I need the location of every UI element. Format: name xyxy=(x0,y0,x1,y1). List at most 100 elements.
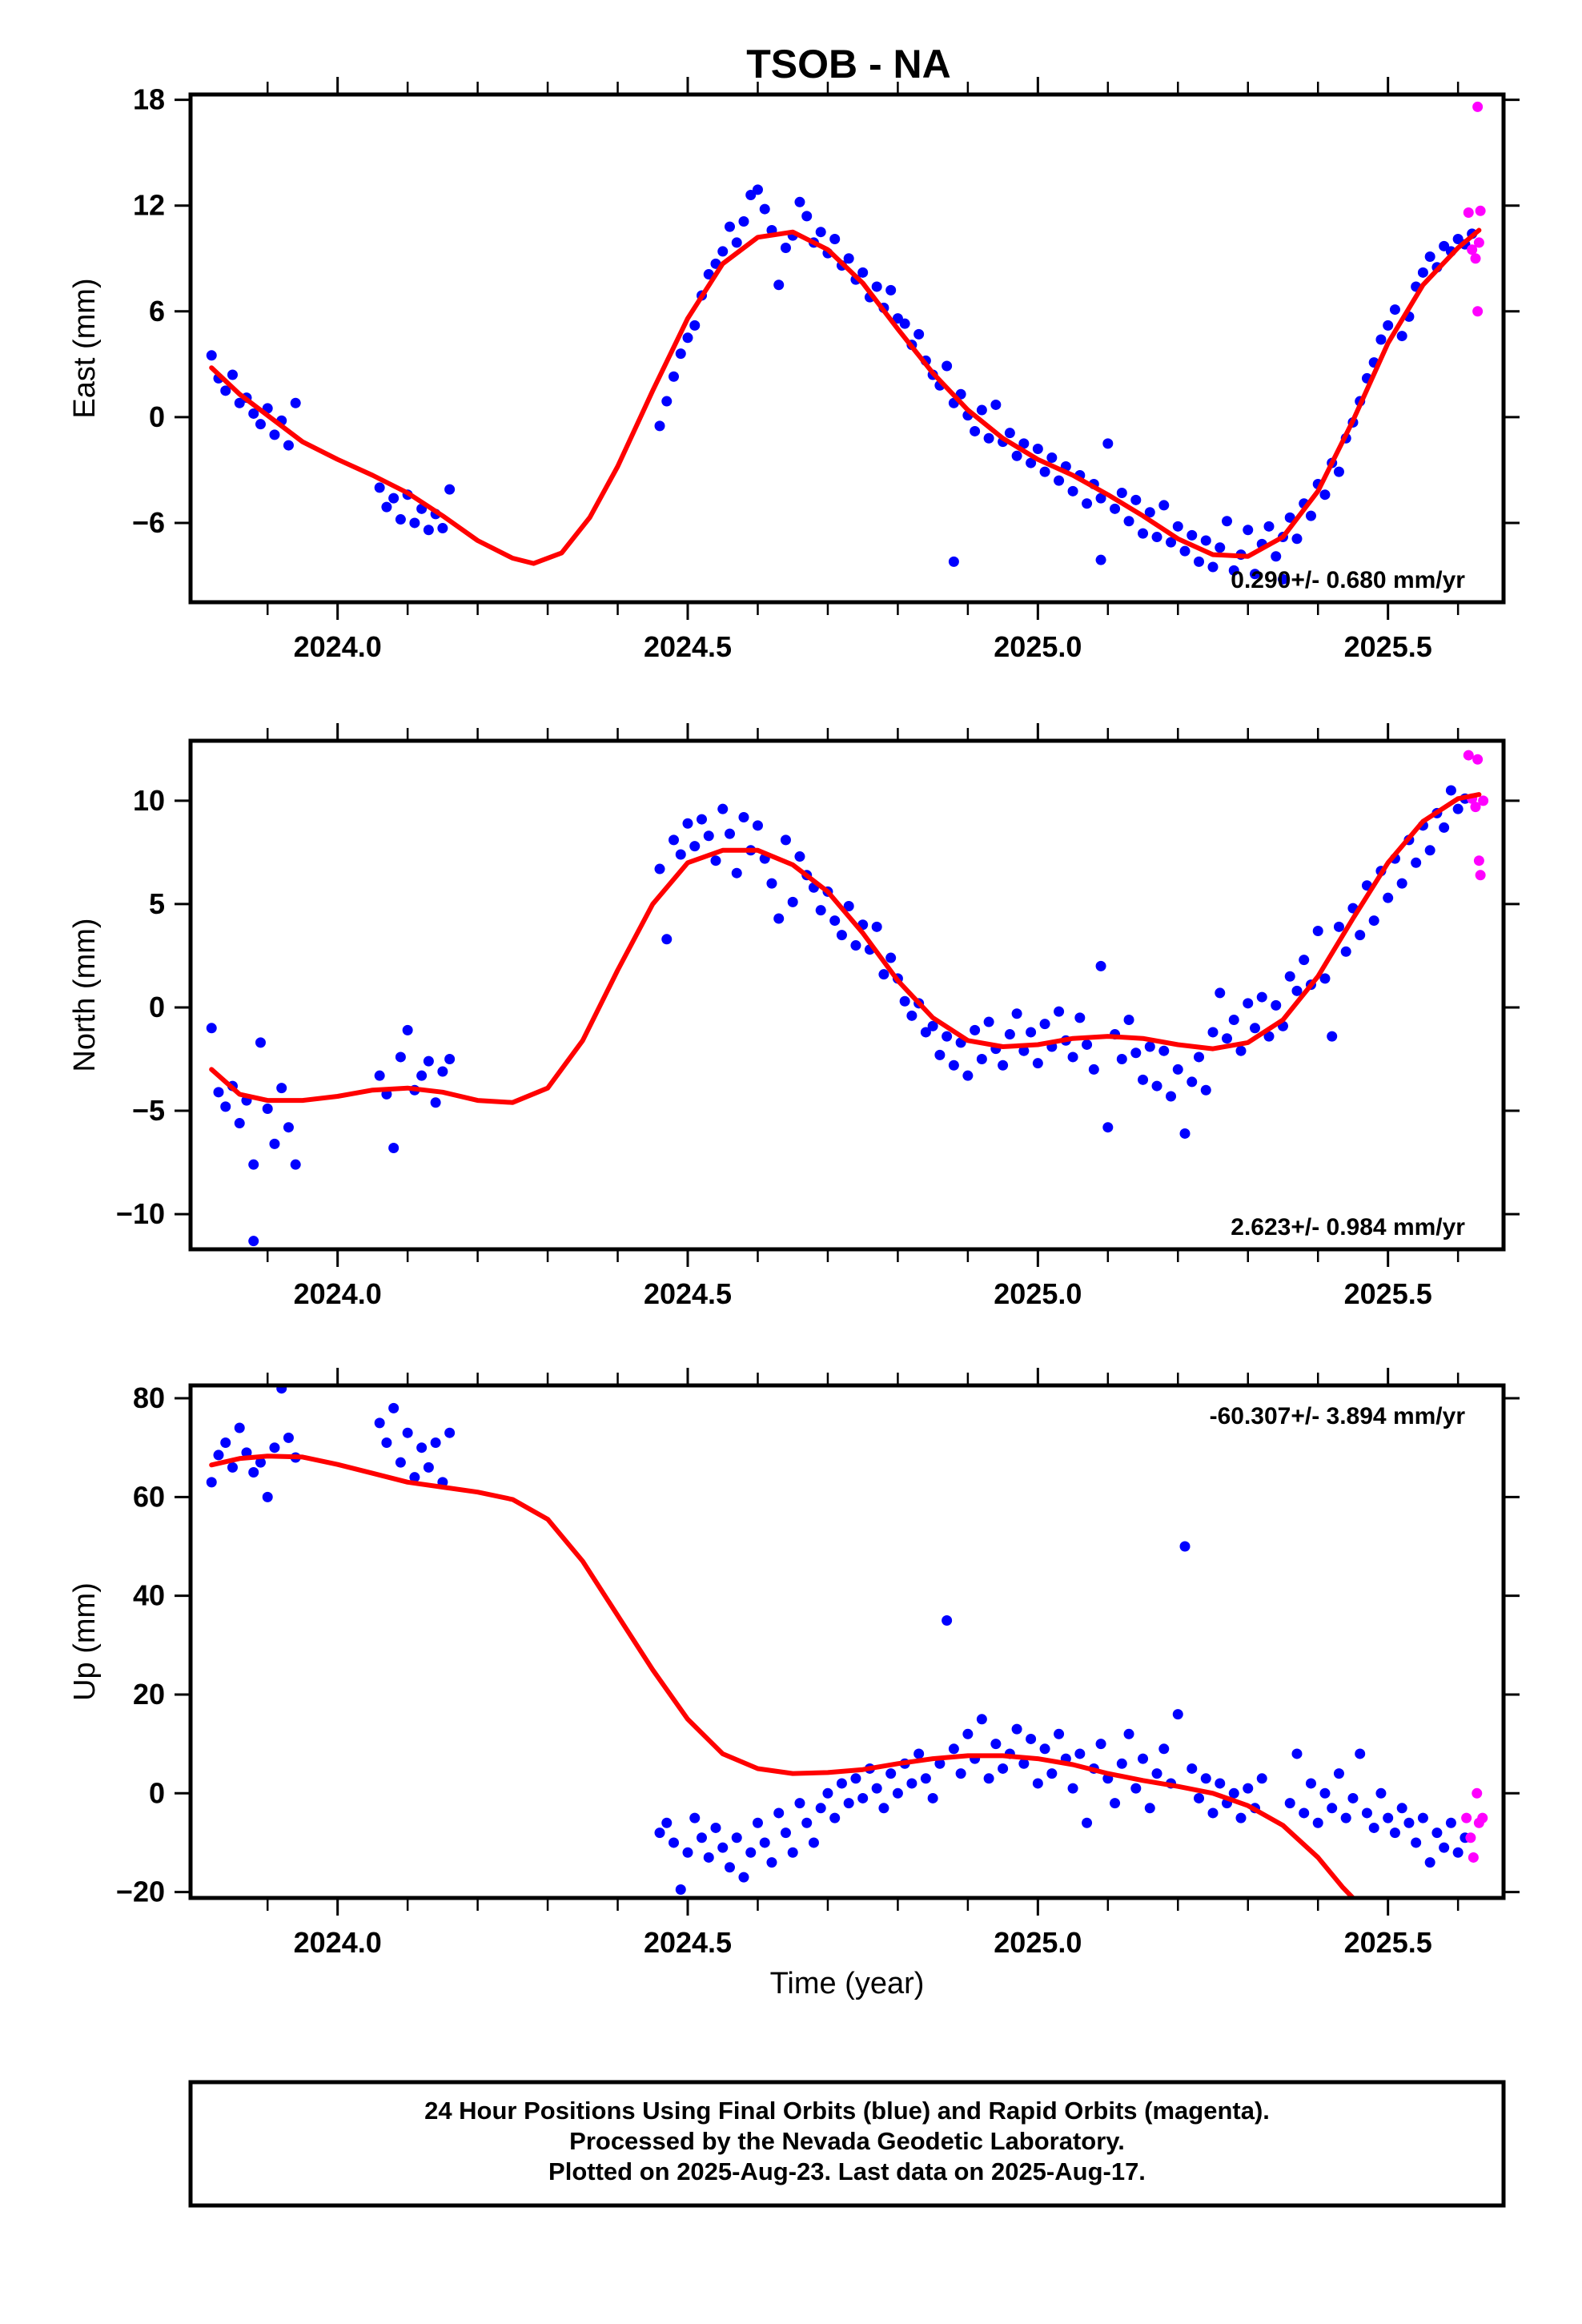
final-orbit-point xyxy=(1445,1817,1456,1828)
final-orbit-point xyxy=(423,1462,434,1473)
final-orbit-point xyxy=(970,425,981,436)
final-orbit-point xyxy=(1130,494,1142,505)
final-orbit-point xyxy=(669,371,680,382)
final-orbit-point xyxy=(1011,1008,1022,1019)
final-orbit-point xyxy=(759,1837,770,1848)
final-orbit-point xyxy=(682,1847,693,1858)
final-orbit-point xyxy=(675,1884,686,1896)
y-tick-label: 0 xyxy=(149,1776,165,1809)
final-orbit-point xyxy=(234,1118,245,1129)
final-orbit-point xyxy=(1249,569,1260,580)
final-orbit-point xyxy=(871,921,882,932)
final-orbit-point xyxy=(1299,1807,1310,1819)
final-orbit-point xyxy=(1200,1773,1211,1784)
final-orbit-point xyxy=(276,1083,287,1094)
final-orbit-point xyxy=(1439,822,1450,833)
final-orbit-point xyxy=(787,896,798,907)
final-orbit-point xyxy=(899,995,910,1007)
final-orbit-point xyxy=(1011,450,1022,461)
y-tick-label: −5 xyxy=(132,1094,165,1127)
final-orbit-point xyxy=(1067,1051,1078,1063)
rapid-orbit-point xyxy=(1472,1787,1483,1799)
final-orbit-point xyxy=(402,1024,413,1035)
final-orbit-point xyxy=(697,1832,708,1844)
final-orbit-point xyxy=(1403,1817,1415,1828)
x-tick-label: 2024.0 xyxy=(294,1926,382,1959)
final-orbit-point xyxy=(206,1023,217,1034)
final-orbit-point xyxy=(942,360,953,372)
final-orbit-point xyxy=(1130,1783,1142,1794)
final-orbit-point xyxy=(1327,1031,1338,1042)
final-orbit-point xyxy=(409,1472,420,1483)
rapid-orbit-point xyxy=(1475,205,1486,216)
final-orbit-point xyxy=(416,1070,428,1081)
final-orbit-point xyxy=(815,227,826,238)
final-orbit-point xyxy=(1179,1128,1191,1139)
rapid-orbit-point xyxy=(1468,1852,1479,1863)
final-orbit-point xyxy=(731,237,742,248)
final-orbit-point xyxy=(773,279,785,291)
final-orbit-point xyxy=(976,1054,987,1065)
final-orbit-point xyxy=(1194,1792,1205,1803)
final-orbit-point xyxy=(1271,999,1282,1011)
final-orbit-point xyxy=(836,1778,847,1789)
final-orbit-point xyxy=(444,1054,456,1065)
final-orbit-point xyxy=(1243,998,1254,1009)
y-tick-label: 60 xyxy=(133,1480,165,1513)
final-orbit-point xyxy=(1082,1817,1093,1828)
final-orbit-point xyxy=(654,1827,665,1839)
final-orbit-point xyxy=(1123,1728,1134,1739)
final-orbit-point xyxy=(801,211,813,222)
final-orbit-point xyxy=(669,834,680,846)
final-orbit-point xyxy=(1095,493,1106,504)
final-orbit-point xyxy=(1046,452,1058,463)
final-orbit-point xyxy=(990,399,1002,410)
final-orbit-point xyxy=(1333,1768,1344,1779)
final-orbit-point xyxy=(815,1803,826,1814)
final-orbit-point xyxy=(871,1783,882,1794)
panel-east: 2024.0 2024.5 2025.0 2025.5 −6 0 6 12 18 East (mm… xyxy=(68,77,1520,663)
final-orbit-point xyxy=(843,901,854,912)
final-orbit-point xyxy=(1355,930,1366,941)
final-orbit-point xyxy=(710,1822,721,1833)
final-orbit-point xyxy=(1396,331,1407,342)
final-orbit-point xyxy=(976,1714,987,1725)
final-orbit-point xyxy=(1375,1787,1387,1799)
final-orbit-point xyxy=(290,1159,301,1170)
final-orbit-point xyxy=(962,1728,974,1739)
final-orbit-point xyxy=(395,1457,406,1468)
final-orbit-point xyxy=(801,1817,813,1828)
rapid-orbit-point xyxy=(1473,855,1484,866)
final-orbit-point xyxy=(1018,1045,1030,1056)
final-orbit-point xyxy=(1054,475,1065,486)
final-orbit-point xyxy=(990,1739,1002,1750)
final-orbit-point xyxy=(1284,512,1295,523)
y-tick-label: −20 xyxy=(116,1876,165,1908)
final-orbit-point xyxy=(1284,971,1295,982)
final-orbit-point xyxy=(1340,946,1351,957)
final-orbit-point xyxy=(374,482,385,493)
final-orbit-point xyxy=(745,1847,757,1858)
final-orbit-point xyxy=(423,525,434,536)
final-orbit-point xyxy=(234,1422,245,1433)
final-orbit-point xyxy=(1305,510,1316,521)
final-orbit-point xyxy=(675,849,686,860)
final-orbit-point xyxy=(724,221,735,232)
final-orbit-point xyxy=(1011,1723,1022,1735)
x-tick-label: 2025.0 xyxy=(994,1926,1082,1959)
final-orbit-point xyxy=(710,855,721,866)
final-orbit-point xyxy=(1018,1758,1030,1769)
final-orbit-point xyxy=(1123,1014,1134,1025)
final-orbit-point xyxy=(1424,1857,1435,1868)
final-orbit-point xyxy=(1004,428,1015,439)
final-orbit-point xyxy=(661,1817,673,1828)
final-orbit-point xyxy=(1172,1063,1183,1075)
y-tick-label: 20 xyxy=(133,1678,165,1711)
final-orbit-point xyxy=(1291,1748,1303,1759)
final-orbit-point xyxy=(1222,516,1233,527)
final-orbit-point xyxy=(388,493,400,504)
final-orbit-point xyxy=(220,385,231,396)
final-orbit-point xyxy=(1095,960,1106,971)
chart-title: TSOB - NA xyxy=(746,42,951,86)
